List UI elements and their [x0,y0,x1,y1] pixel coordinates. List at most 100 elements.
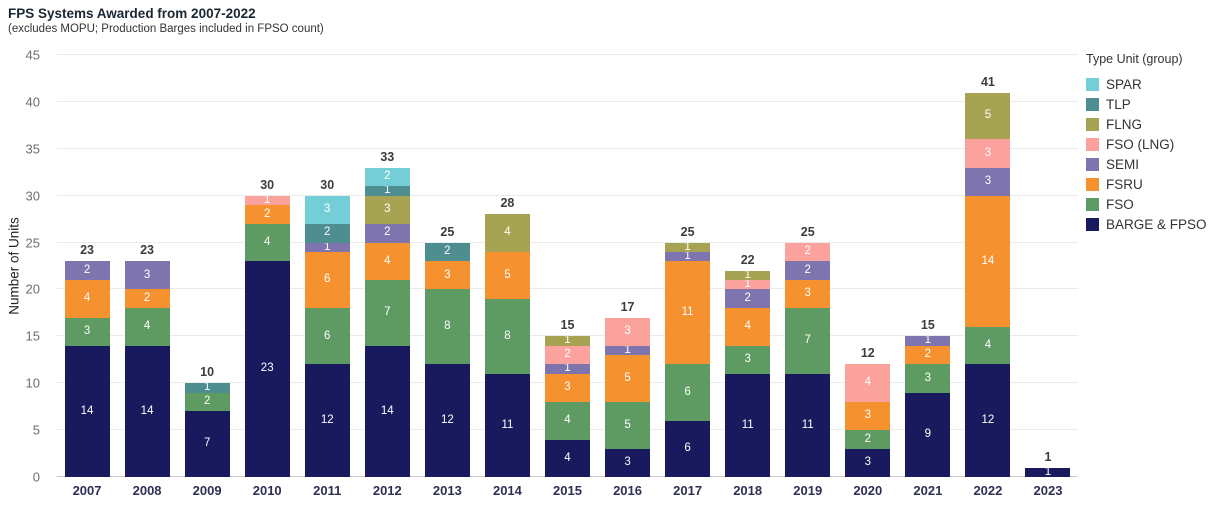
legend-item-label: BARGE & FPSO [1106,216,1207,232]
bar-segment-flng-2015[interactable]: 1 [545,336,590,346]
bar-segment-semi-2008[interactable]: 3 [124,261,170,290]
bar-segment-fsru-2021[interactable]: 2 [905,345,951,365]
legend-item-flng[interactable]: FLNG [1086,114,1207,134]
legend-item-spar[interactable]: SPAR [1086,74,1207,94]
bar-segment-barge-fpso-2011[interactable]: 12 [304,364,350,477]
bar-segment-fso-2013[interactable]: 8 [424,289,470,365]
bar-segment-value: 4 [83,292,91,305]
legend-item-fso[interactable]: FSO [1086,194,1207,214]
bar-segment-value: 6 [324,329,331,342]
bar-segment-fso-2019[interactable]: 7 [785,308,831,374]
bar-segment-value: 23 [260,362,274,375]
bar-segment-flng-2017[interactable]: 1 [665,242,711,252]
bar-segment-semi-2015[interactable]: 1 [545,364,590,374]
bar-segment-flng-2012[interactable]: 3 [364,195,410,224]
bar-segment-barge-fpso-2009[interactable]: 7 [184,411,230,477]
gridline [57,194,1078,196]
bar-segment-value: 1 [384,186,391,196]
legend-item-fsru[interactable]: FSRU [1086,174,1207,194]
bar-segment-fso-2018[interactable]: 3 [725,345,771,374]
bar-segment-fsru-2020[interactable]: 3 [845,402,891,431]
bar-segment-tlp-2013[interactable]: 2 [424,242,470,262]
legend-swatch [1086,157,1099,171]
bar-segment-fso-lng-2018[interactable]: 1 [725,280,771,290]
bar-segment-value: 3 [83,324,91,337]
bar-segment-value: 4 [564,451,571,464]
bar-segment-fsru-2015[interactable]: 3 [545,373,590,402]
bar-segment-barge-fpso-2022[interactable]: 12 [965,364,1011,477]
bar-segment-fso-2007[interactable]: 3 [64,317,110,346]
bar-segment-fsru-2016[interactable]: 5 [605,355,651,402]
bar-segment-flng-2022[interactable]: 5 [965,92,1011,140]
bar-segment-barge-fpso-2015[interactable]: 4 [545,439,590,477]
bar-segment-semi-2016[interactable]: 1 [605,345,651,356]
bar-segment-fso-2008[interactable]: 4 [124,308,170,346]
bar-segment-fsru-2007[interactable]: 4 [64,280,110,318]
bar-segment-fso-lng-2019[interactable]: 2 [785,242,831,262]
bar-segment-fso-2022[interactable]: 4 [965,326,1011,365]
bar-segment-fsru-2018[interactable]: 4 [725,308,771,346]
bar-segment-fso-2011[interactable]: 6 [304,308,350,365]
bar-segment-fso-lng-2010[interactable]: 1 [244,195,290,206]
bar-segment-semi-2012[interactable]: 2 [364,223,410,243]
bar-segment-fso-2009[interactable]: 2 [184,392,230,412]
bar-segment-barge-fpso-2019[interactable]: 11 [785,373,831,477]
bar-segment-fsru-2013[interactable]: 3 [424,261,470,290]
bar-segment-fso-lng-2015[interactable]: 2 [545,345,590,365]
bar-segment-fsru-2011[interactable]: 6 [304,251,350,309]
legend-item-barge-fpso[interactable]: BARGE & FPSO [1086,214,1207,234]
bar-segment-barge-fpso-2023[interactable]: 1 [1025,467,1071,477]
bar-segment-barge-fpso-2010[interactable]: 23 [244,261,290,477]
bar-segment-barge-fpso-2017[interactable]: 6 [665,420,711,477]
bar-segment-barge-fpso-2018[interactable]: 11 [725,373,771,477]
bar-segment-barge-fpso-2012[interactable]: 14 [364,345,410,477]
bar-segment-fsru-2010[interactable]: 2 [244,205,290,224]
bar-segment-barge-fpso-2007[interactable]: 14 [64,345,110,477]
bar-segment-barge-fpso-2008[interactable]: 14 [124,345,170,477]
bar-segment-tlp-2012[interactable]: 1 [364,186,410,196]
legend-item-tlp[interactable]: TLP [1086,94,1207,114]
bar-segment-flng-2018[interactable]: 1 [725,270,771,281]
bar-segment-fso-2020[interactable]: 2 [845,430,891,449]
bar-segment-fsru-2017[interactable]: 11 [665,261,711,365]
bar-segment-fso-lng-2016[interactable]: 3 [605,317,651,346]
bar-segment-barge-fpso-2021[interactable]: 9 [905,392,951,477]
bar-total-label: 23 [140,243,155,258]
bar-segment-fso-lng-2020[interactable]: 4 [845,364,891,402]
y-axis-tick-label: 40 [25,94,40,110]
bar-segment-fso-2010[interactable]: 4 [244,223,290,262]
bar-segment-semi-2021[interactable]: 1 [905,336,951,346]
bar-segment-fsru-2008[interactable]: 2 [124,289,170,309]
bar-segment-fsru-2012[interactable]: 4 [364,242,410,281]
bar-segment-fso-2012[interactable]: 7 [364,280,410,346]
bar-segment-fsru-2022[interactable]: 14 [965,195,1011,327]
bar-segment-fso-lng-2022[interactable]: 3 [965,139,1011,168]
bar-segment-value: 6 [684,385,691,398]
y-axis-tick-label: 25 [25,235,40,251]
bar-segment-semi-2018[interactable]: 2 [725,289,771,309]
bar-segment-semi-2019[interactable]: 2 [785,261,831,281]
bar-segment-barge-fpso-2020[interactable]: 3 [845,448,891,477]
bar-segment-fso-2017[interactable]: 6 [665,364,711,421]
bar-segment-fsru-2019[interactable]: 3 [785,280,831,309]
bar-segment-spar-2012[interactable]: 2 [364,167,410,187]
bar-segment-fso-2021[interactable]: 3 [905,364,951,393]
bar-segment-barge-fpso-2014[interactable]: 11 [484,373,530,477]
bar-segment-flng-2014[interactable]: 4 [484,214,530,252]
bar-segment-tlp-2009[interactable]: 1 [184,383,230,393]
bar-segment-fsru-2014[interactable]: 5 [484,251,530,299]
bar-segment-semi-2011[interactable]: 1 [304,242,350,252]
bar-segment-spar-2011[interactable]: 3 [304,195,350,224]
bar-segment-barge-fpso-2016[interactable]: 3 [605,448,651,477]
bar-segment-fso-2015[interactable]: 4 [545,402,590,440]
legend-item-semi[interactable]: SEMI [1086,154,1207,174]
bar-segment-fso-2016[interactable]: 5 [605,402,651,449]
bar-segment-tlp-2011[interactable]: 2 [304,223,350,243]
bar-segment-semi-2017[interactable]: 1 [665,251,711,262]
legend-item-fso-lng[interactable]: FSO (LNG) [1086,134,1207,154]
bar-segment-semi-2022[interactable]: 3 [965,167,1011,196]
bar-segment-fso-2014[interactable]: 8 [484,298,530,374]
bar-segment-barge-fpso-2013[interactable]: 12 [424,364,470,477]
y-axis-tick-label: 35 [25,141,40,157]
bar-segment-semi-2007[interactable]: 2 [64,261,110,281]
